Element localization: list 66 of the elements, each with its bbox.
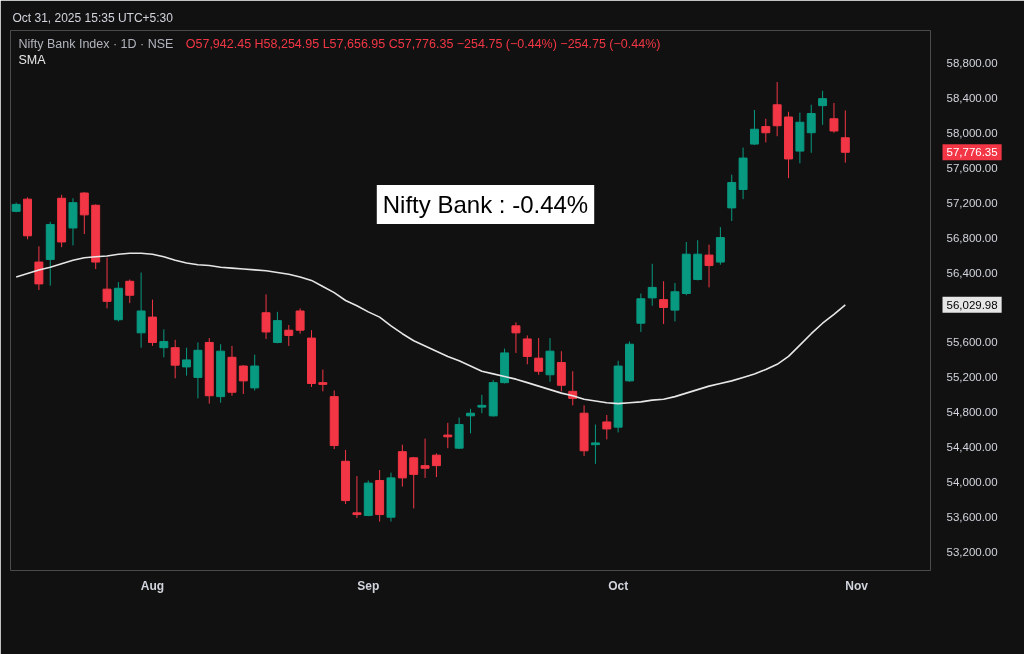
candlestick — [250, 354, 260, 391]
candlestick — [238, 364, 248, 395]
y-tick-label: 58,400.00 — [946, 91, 998, 104]
candlestick — [772, 81, 782, 137]
candlestick — [829, 102, 839, 134]
x-tick-label: Nov — [845, 578, 869, 593]
y-tick-label: 56,800.00 — [946, 231, 998, 244]
candlestick — [170, 339, 180, 379]
candlestick — [534, 337, 544, 376]
candlestick — [261, 293, 271, 340]
candlestick — [420, 438, 430, 479]
candlestick — [318, 369, 328, 392]
y-tick-label: 55,600.00 — [946, 336, 998, 349]
candlestick — [79, 191, 89, 235]
text: O57,942.45 H58,254.95 L57,656.95 C57,776.35 −254.75 (−0.44%) −254.75 (−0.44%) — [185, 36, 661, 51]
y-tick-label: 58,000.00 — [946, 126, 998, 139]
candlestick — [182, 347, 192, 377]
candlestick — [818, 90, 828, 126]
candlestick — [647, 263, 657, 307]
candlestick — [761, 118, 771, 143]
candlestick — [670, 282, 680, 322]
candlestick — [443, 422, 453, 449]
candlestick — [545, 337, 555, 383]
candlestick — [556, 350, 566, 392]
y-tick-label: 57,200.00 — [946, 196, 998, 209]
y-tick-label: 54,800.00 — [946, 406, 998, 419]
x-tick-label: Aug — [140, 578, 165, 593]
x-tick-label: Oct — [608, 578, 629, 593]
candlestick — [272, 311, 282, 344]
line-series — [15, 252, 847, 405]
y-tick-label: 57,600.00 — [946, 161, 998, 174]
candlestick — [749, 109, 759, 146]
y-tick-label: 54,000.00 — [946, 476, 998, 489]
candlestick — [34, 245, 44, 291]
candlestick — [704, 244, 714, 288]
text: Nifty Bank Index · 1D · NSE — [18, 36, 174, 51]
annotation: Nifty Bank : -0.44% — [382, 191, 589, 218]
candlestick — [602, 414, 612, 440]
y-tick-label: 58,800.00 — [946, 56, 998, 69]
candlestick — [590, 424, 600, 465]
candlestick — [840, 109, 850, 164]
candlestick — [477, 394, 487, 414]
y-tick-label: 53,600.00 — [946, 511, 998, 524]
candlestick — [352, 475, 362, 519]
candlestick — [454, 417, 464, 450]
candlestick — [102, 257, 112, 309]
candlestick — [511, 321, 521, 354]
x-tick-label: Sep — [357, 578, 380, 593]
candlestick — [295, 307, 305, 335]
candlestick — [125, 279, 135, 304]
y-tick-label: 54,400.00 — [946, 441, 998, 454]
candlestick — [522, 334, 532, 365]
candlestick — [284, 324, 294, 347]
candlestick — [431, 452, 441, 478]
candlestick — [136, 272, 146, 349]
candlestick — [409, 456, 419, 509]
y-tick-label: 55,200.00 — [946, 371, 998, 384]
candlestick — [659, 280, 669, 325]
text: Oct 31, 2025 15:35 UTC+5:30 — [12, 10, 174, 25]
y-tick-label: 53,200.00 — [946, 546, 998, 559]
candlestick — [159, 328, 169, 358]
text: SMA — [18, 52, 47, 67]
y-tick-label: 56,400.00 — [946, 266, 998, 279]
text: 56,029.98 — [946, 298, 998, 311]
text: 57,776.35 — [946, 146, 998, 159]
candlestick — [806, 104, 816, 154]
